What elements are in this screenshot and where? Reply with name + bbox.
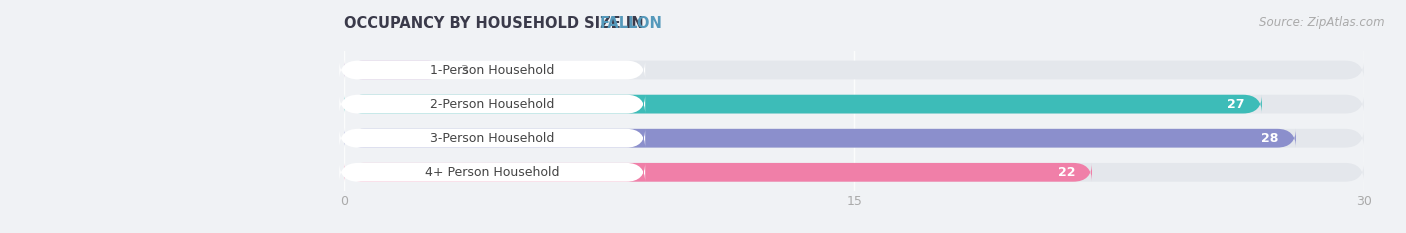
- Text: FALLON: FALLON: [599, 16, 662, 31]
- FancyBboxPatch shape: [344, 163, 1364, 182]
- FancyBboxPatch shape: [344, 129, 1364, 147]
- FancyBboxPatch shape: [344, 61, 1364, 79]
- Text: 22: 22: [1057, 166, 1076, 179]
- Text: 28: 28: [1261, 132, 1279, 145]
- Text: OCCUPANCY BY HOUSEHOLD SIZE IN: OCCUPANCY BY HOUSEHOLD SIZE IN: [344, 16, 650, 31]
- FancyBboxPatch shape: [344, 129, 1296, 147]
- Text: Source: ZipAtlas.com: Source: ZipAtlas.com: [1260, 16, 1385, 29]
- Text: 2-Person Household: 2-Person Household: [430, 98, 554, 111]
- FancyBboxPatch shape: [344, 95, 1364, 113]
- FancyBboxPatch shape: [344, 95, 1263, 113]
- Text: 4+ Person Household: 4+ Person Household: [425, 166, 560, 179]
- FancyBboxPatch shape: [339, 61, 645, 79]
- FancyBboxPatch shape: [344, 61, 447, 79]
- FancyBboxPatch shape: [344, 163, 1092, 182]
- Text: 1-Person Household: 1-Person Household: [430, 64, 554, 76]
- FancyBboxPatch shape: [339, 95, 645, 113]
- FancyBboxPatch shape: [339, 129, 645, 147]
- FancyBboxPatch shape: [339, 163, 645, 182]
- Text: 3-Person Household: 3-Person Household: [430, 132, 554, 145]
- Text: 3: 3: [460, 64, 468, 76]
- Text: 27: 27: [1227, 98, 1244, 111]
